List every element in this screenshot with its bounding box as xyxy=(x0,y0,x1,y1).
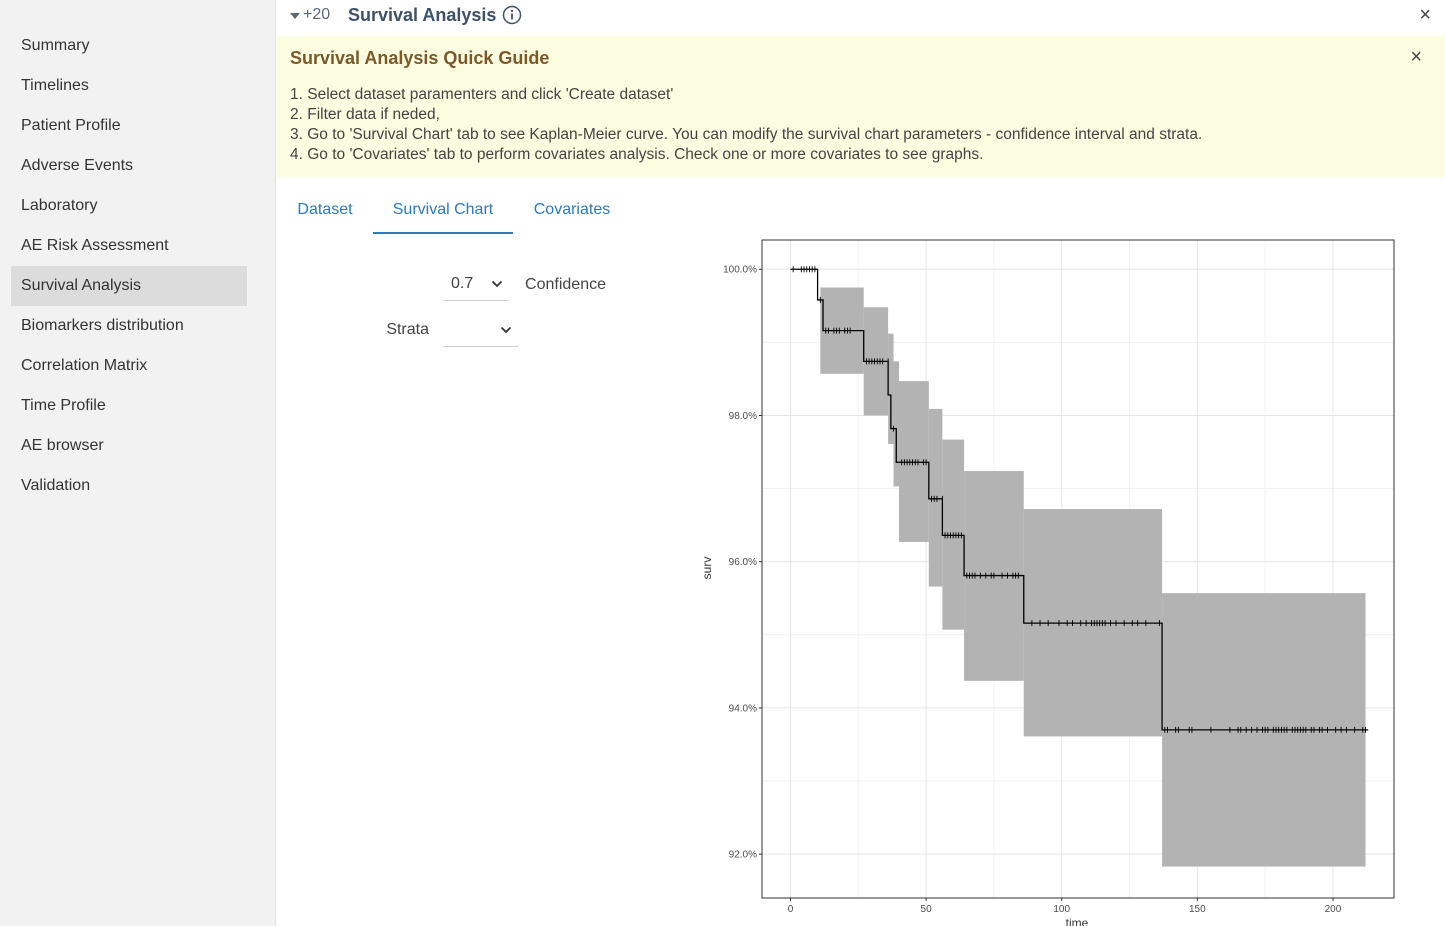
survival-chart: 92.0%94.0%96.0%98.0%100.0% 0 50 100 150 200 … xyxy=(700,239,1395,926)
sidebar-item-biomarkers-distribution[interactable]: Biomarkers distribution xyxy=(21,317,184,334)
x-tick-label: 150 xyxy=(1189,904,1206,915)
sidebar-item-time-profile[interactable]: Time Profile xyxy=(21,397,106,414)
sidebar-item-laboratory[interactable]: Laboratory xyxy=(21,197,98,214)
sidebar-item-adverse-events[interactable]: Adverse Events xyxy=(21,157,134,174)
guide-step: 1. Select dataset paramenters and click … xyxy=(290,86,674,103)
guide-title: Survival Analysis Quick Guide xyxy=(290,48,550,68)
main-panel: +20 Survival Analysis × Survival Analysi… xyxy=(277,0,1445,926)
y-tick-label: 96.0% xyxy=(729,557,757,568)
panel-header: +20 Survival Analysis × xyxy=(277,0,1445,34)
guide-step: 3. Go to 'Survival Chart' tab to see Kap… xyxy=(290,126,1203,143)
sidebar-item-validation[interactable]: Validation xyxy=(21,477,91,494)
chevron-down-icon xyxy=(491,280,503,288)
sidebar-item-ae-browser[interactable]: AE browser xyxy=(21,437,104,454)
info-icon[interactable] xyxy=(502,5,522,25)
sidebar-item-timelines[interactable]: Timelines xyxy=(21,77,89,94)
chevron-down-icon xyxy=(500,326,512,334)
sidebar-item-summary[interactable]: Summary xyxy=(21,37,90,54)
guide-close-icon[interactable]: × xyxy=(1410,46,1422,68)
sidebar-item-ae-risk-assessment[interactable]: AE Risk Assessment xyxy=(21,237,169,254)
survival-curve xyxy=(790,268,1369,731)
confidence-band-segment xyxy=(928,408,943,587)
x-tick-label: 50 xyxy=(921,904,933,915)
sidebar-item-survival-analysis[interactable]: Survival Analysis xyxy=(11,266,247,306)
collapse-count[interactable]: +20 xyxy=(303,6,331,23)
tab-survival-chart[interactable]: Survival Chart xyxy=(373,190,513,234)
strata-label: Strata xyxy=(386,321,429,338)
confidence-select[interactable]: 0.7 xyxy=(443,270,509,301)
confidence-band-segment xyxy=(893,361,899,487)
confidence-band-segment xyxy=(888,333,894,444)
sidebar-item-patient-profile[interactable]: Patient Profile xyxy=(21,117,121,134)
close-panel-icon[interactable]: × xyxy=(1419,4,1431,26)
x-axis-label: time xyxy=(1066,916,1089,926)
tab-dataset[interactable]: Dataset xyxy=(297,201,353,218)
guide-steps: 1. Select dataset paramenters and click … xyxy=(290,85,1202,165)
confidence-value: 0.7 xyxy=(451,275,474,292)
tab-covariates[interactable]: Covariates xyxy=(533,201,611,218)
quick-guide: Survival Analysis Quick Guide × 1. Selec… xyxy=(277,36,1445,177)
guide-step: 4. Go to 'Covariates' tab to perform cov… xyxy=(290,146,984,163)
confidence-label: Confidence xyxy=(525,276,606,293)
sidebar-nav: Summary Timelines Patient Profile Adverse E… xyxy=(11,26,247,506)
x-tick-label: 0 xyxy=(788,904,794,915)
collapse-caret-icon[interactable] xyxy=(290,13,300,19)
sidebar: Summary Timelines Patient Profile Adverse E… xyxy=(0,0,276,926)
strata-select[interactable] xyxy=(443,316,518,347)
y-tick-label: 94.0% xyxy=(729,703,757,714)
guide-step: 2. Filter data if neded, xyxy=(290,106,440,123)
page-title: Survival Analysis xyxy=(348,5,497,25)
y-tick-label: 92.0% xyxy=(729,850,757,861)
confidence-band-segment xyxy=(898,381,929,542)
y-tick-label: 98.0% xyxy=(729,411,757,422)
y-tick-label: 100.0% xyxy=(723,265,757,276)
plot-border xyxy=(761,239,1395,899)
x-tick-label: 100 xyxy=(1053,904,1070,915)
y-axis-label: surv xyxy=(700,557,714,580)
sidebar-item-correlation-matrix[interactable]: Correlation Matrix xyxy=(21,357,148,374)
x-tick-label: 200 xyxy=(1325,904,1342,915)
